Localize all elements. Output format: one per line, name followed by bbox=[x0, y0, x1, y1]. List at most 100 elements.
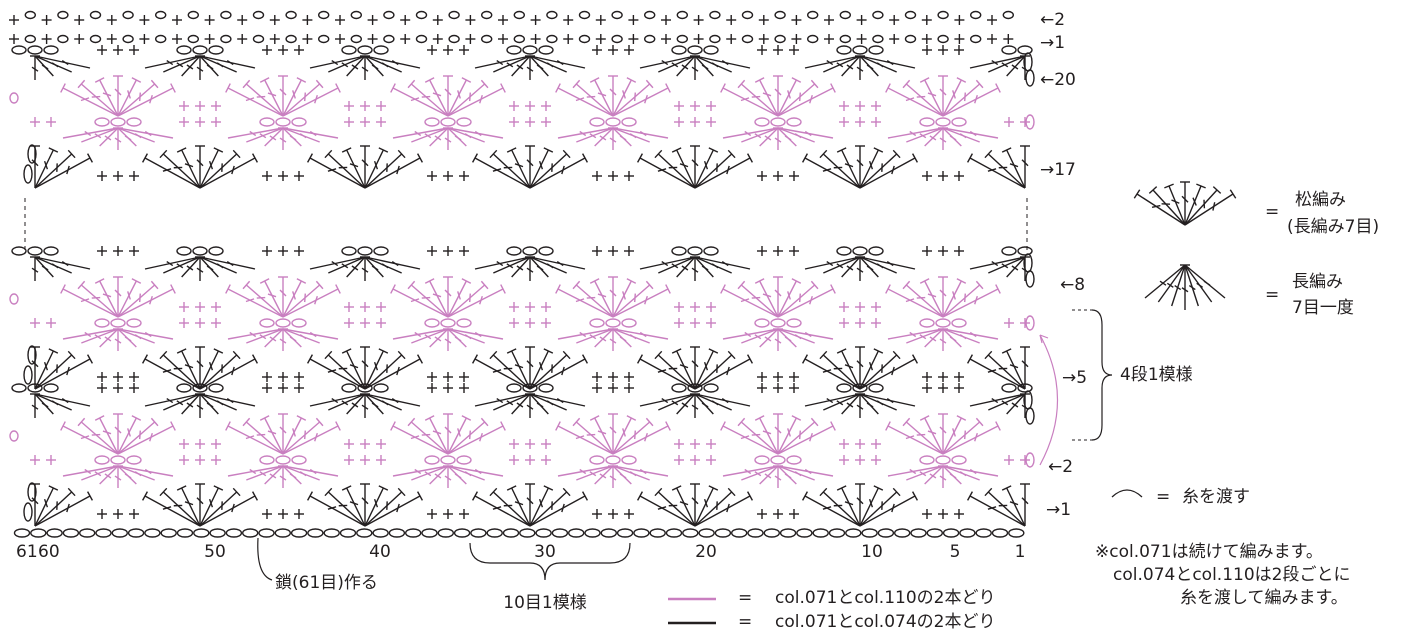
dc-stitch bbox=[176, 263, 184, 269]
dc-stitch bbox=[701, 64, 709, 70]
dc-stitch bbox=[99, 328, 119, 348]
dc-stitch bbox=[751, 433, 761, 436]
chain-stitch bbox=[94, 117, 110, 127]
dc-stitch bbox=[751, 95, 761, 98]
dc-stitch bbox=[306, 491, 314, 501]
dc-stitch bbox=[622, 90, 626, 99]
dc-stitch bbox=[34, 153, 73, 189]
dc-stitch bbox=[676, 393, 696, 415]
dc-stitch bbox=[227, 87, 284, 117]
dc-stitch bbox=[676, 350, 696, 390]
chain-stitch bbox=[383, 10, 395, 20]
dc-stitch bbox=[959, 133, 967, 139]
dc-stitch bbox=[429, 280, 449, 318]
chain-stitch bbox=[383, 34, 395, 44]
dc-stitch bbox=[91, 296, 101, 299]
dc-stitch bbox=[538, 498, 544, 508]
dc-stitch bbox=[859, 487, 879, 527]
dc-stitch bbox=[694, 393, 751, 407]
dc-stitch bbox=[859, 149, 879, 189]
dc-stitch bbox=[801, 153, 809, 163]
dc-stitch bbox=[902, 280, 911, 290]
dc-stitch bbox=[361, 404, 369, 410]
dc-stitch bbox=[1168, 185, 1186, 226]
dc-stitch bbox=[181, 256, 201, 278]
dc-stitch bbox=[94, 415, 105, 421]
dc-stitch bbox=[987, 354, 1026, 390]
chain-stitch bbox=[275, 117, 291, 127]
chain-stitch bbox=[440, 455, 456, 465]
dc-stitch bbox=[256, 95, 266, 98]
chain-stitch bbox=[24, 34, 36, 44]
dc-stitch bbox=[227, 328, 284, 340]
dc-stitch bbox=[251, 354, 259, 364]
dc-stitch bbox=[557, 288, 614, 318]
dc-stitch bbox=[822, 354, 861, 390]
dc-stitch bbox=[245, 284, 284, 318]
dc-stitch bbox=[561, 165, 565, 175]
dc-stitch bbox=[309, 157, 366, 189]
chain-stitch bbox=[350, 10, 362, 20]
chain-stitch bbox=[836, 383, 852, 393]
dc-stitch bbox=[916, 95, 926, 98]
chain-stitch bbox=[538, 383, 554, 393]
dc-stitch bbox=[676, 149, 696, 189]
dc-stitch bbox=[282, 79, 302, 117]
chain-stitch bbox=[703, 246, 719, 256]
dc-stitch bbox=[444, 88, 452, 96]
chain-stitch bbox=[421, 528, 438, 538]
dc-stitch bbox=[691, 267, 699, 273]
dc-stitch bbox=[612, 465, 669, 477]
dc-stitch bbox=[740, 97, 750, 102]
dc-stitch bbox=[1164, 183, 1174, 189]
dc-stitch bbox=[289, 473, 297, 479]
dc-stitch bbox=[259, 278, 270, 284]
dc-stitch bbox=[447, 288, 504, 318]
dc-stitch bbox=[416, 491, 424, 501]
dc-stitch bbox=[196, 360, 204, 368]
dc-stitch bbox=[964, 430, 966, 440]
dc-stitch bbox=[929, 473, 937, 479]
dc-stitch bbox=[208, 361, 214, 371]
stitch-number: 61 bbox=[16, 542, 38, 562]
chain-stitch bbox=[424, 455, 440, 465]
dc-stitch bbox=[117, 284, 156, 318]
dc-stitch bbox=[62, 87, 119, 117]
dc-stitch bbox=[919, 471, 927, 477]
dc-stitch bbox=[414, 331, 422, 338]
dc-stitch bbox=[744, 468, 752, 475]
dc-stitch bbox=[594, 280, 614, 318]
dc-stitch bbox=[282, 288, 339, 318]
dc-stitch bbox=[392, 425, 449, 455]
dc-stitch bbox=[681, 265, 689, 271]
dc-stitch bbox=[114, 137, 122, 143]
dc-stitch bbox=[131, 278, 142, 284]
chain-stitch bbox=[754, 455, 770, 465]
dc-stitch bbox=[671, 147, 682, 153]
dc-stitch bbox=[259, 334, 267, 340]
dc-stitch bbox=[34, 55, 91, 69]
dc-stitch bbox=[804, 157, 861, 189]
legend-equals: = bbox=[738, 612, 752, 632]
chain-stitch bbox=[535, 528, 552, 538]
dc-stitch bbox=[836, 147, 847, 153]
dc-stitch bbox=[774, 338, 782, 344]
dc-stitch bbox=[94, 133, 102, 139]
dc-stitch bbox=[43, 498, 49, 508]
dc-stitch bbox=[144, 157, 201, 189]
chain-stitch bbox=[11, 246, 27, 256]
dc-stitch bbox=[309, 468, 317, 475]
dc-stitch bbox=[856, 66, 864, 72]
dc-stitch bbox=[227, 465, 284, 477]
chain-stitch bbox=[611, 10, 623, 20]
dc-stitch bbox=[299, 471, 307, 477]
dc-stitch bbox=[629, 133, 637, 139]
chain-stitch bbox=[904, 10, 917, 20]
dc-stitch bbox=[859, 354, 898, 390]
dc-stitch bbox=[77, 417, 86, 427]
dc-stitch bbox=[166, 60, 174, 66]
dc-stitch bbox=[751, 296, 761, 299]
chain-stitch bbox=[27, 345, 37, 365]
dc-stitch bbox=[381, 263, 389, 269]
chain-stitch bbox=[160, 528, 177, 538]
